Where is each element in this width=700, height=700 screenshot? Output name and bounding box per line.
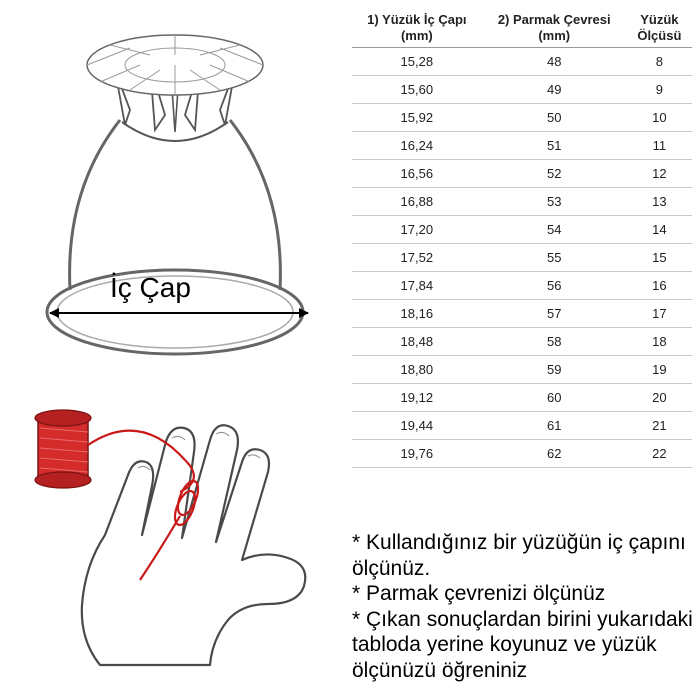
table-cell: 57 bbox=[482, 300, 627, 328]
table-cell: 54 bbox=[482, 216, 627, 244]
table-cell: 49 bbox=[482, 76, 627, 104]
table-cell: 56 bbox=[482, 272, 627, 300]
table-cell: 9 bbox=[627, 76, 692, 104]
hand-svg bbox=[10, 390, 340, 680]
table-cell: 22 bbox=[627, 440, 692, 468]
table-row: 17,205414 bbox=[352, 216, 692, 244]
table-cell: 12 bbox=[627, 160, 692, 188]
table-row: 18,165717 bbox=[352, 300, 692, 328]
table-cell: 19,76 bbox=[352, 440, 482, 468]
table-cell: 15,92 bbox=[352, 104, 482, 132]
table-cell: 59 bbox=[482, 356, 627, 384]
ring-diagram: İç Çap bbox=[10, 10, 340, 360]
table-cell: 58 bbox=[482, 328, 627, 356]
table-cell: 17 bbox=[627, 300, 692, 328]
table-row: 17,845616 bbox=[352, 272, 692, 300]
table-row: 15,925010 bbox=[352, 104, 692, 132]
table-cell: 19 bbox=[627, 356, 692, 384]
table-cell: 62 bbox=[482, 440, 627, 468]
table-cell: 19,12 bbox=[352, 384, 482, 412]
table-row: 17,525515 bbox=[352, 244, 692, 272]
table-cell: 16,24 bbox=[352, 132, 482, 160]
table-cell: 16,88 bbox=[352, 188, 482, 216]
table-cell: 18,80 bbox=[352, 356, 482, 384]
table-cell: 50 bbox=[482, 104, 627, 132]
col-header-circumference: 2) Parmak Çevresi (mm) bbox=[482, 8, 627, 48]
table-cell: 10 bbox=[627, 104, 692, 132]
table-row: 19,126020 bbox=[352, 384, 692, 412]
table-cell: 17,84 bbox=[352, 272, 482, 300]
note-1: * Kullandığınız bir yüzüğün iç çapını öl… bbox=[352, 530, 697, 581]
table-cell: 15 bbox=[627, 244, 692, 272]
ring-size-table: 1) Yüzük İç Çapı (mm) 2) Parmak Çevresi … bbox=[352, 8, 692, 468]
table-cell: 16 bbox=[627, 272, 692, 300]
table-cell: 8 bbox=[627, 48, 692, 76]
table-cell: 55 bbox=[482, 244, 627, 272]
thread-spool-icon bbox=[35, 410, 91, 488]
table-cell: 51 bbox=[482, 132, 627, 160]
table-cell: 16,56 bbox=[352, 160, 482, 188]
col-header-size: Yüzük Ölçüsü bbox=[627, 8, 692, 48]
table-row: 16,565212 bbox=[352, 160, 692, 188]
table-cell: 11 bbox=[627, 132, 692, 160]
table-header-row: 1) Yüzük İç Çapı (mm) 2) Parmak Çevresi … bbox=[352, 8, 692, 48]
table-row: 18,485818 bbox=[352, 328, 692, 356]
table-cell: 60 bbox=[482, 384, 627, 412]
note-2: * Parmak çevrenizi ölçünüz bbox=[352, 581, 697, 607]
table-cell: 52 bbox=[482, 160, 627, 188]
table-cell: 53 bbox=[482, 188, 627, 216]
table-row: 16,245111 bbox=[352, 132, 692, 160]
table-cell: 18,16 bbox=[352, 300, 482, 328]
table-cell: 18,48 bbox=[352, 328, 482, 356]
table-row: 18,805919 bbox=[352, 356, 692, 384]
table-cell: 17,20 bbox=[352, 216, 482, 244]
table-cell: 21 bbox=[627, 412, 692, 440]
table-row: 16,885313 bbox=[352, 188, 692, 216]
table-row: 15,28488 bbox=[352, 48, 692, 76]
table-cell: 18 bbox=[627, 328, 692, 356]
table-cell: 17,52 bbox=[352, 244, 482, 272]
instructions: * Kullandığınız bir yüzüğün iç çapını öl… bbox=[352, 530, 697, 684]
table-cell: 15,60 bbox=[352, 76, 482, 104]
table-row: 19,446121 bbox=[352, 412, 692, 440]
table-cell: 61 bbox=[482, 412, 627, 440]
table-cell: 13 bbox=[627, 188, 692, 216]
table-cell: 15,28 bbox=[352, 48, 482, 76]
diameter-arrow bbox=[50, 312, 308, 314]
note-3: * Çıkan sonuçlardan birini yukarıdaki ta… bbox=[352, 607, 697, 684]
hand-thread-diagram bbox=[10, 390, 340, 680]
table-cell: 14 bbox=[627, 216, 692, 244]
inner-diameter-label: İç Çap bbox=[110, 272, 191, 304]
table-cell: 48 bbox=[482, 48, 627, 76]
table-row: 15,60499 bbox=[352, 76, 692, 104]
ring-svg bbox=[10, 10, 340, 360]
table-cell: 20 bbox=[627, 384, 692, 412]
table-row: 19,766222 bbox=[352, 440, 692, 468]
table-cell: 19,44 bbox=[352, 412, 482, 440]
col-header-diameter: 1) Yüzük İç Çapı (mm) bbox=[352, 8, 482, 48]
